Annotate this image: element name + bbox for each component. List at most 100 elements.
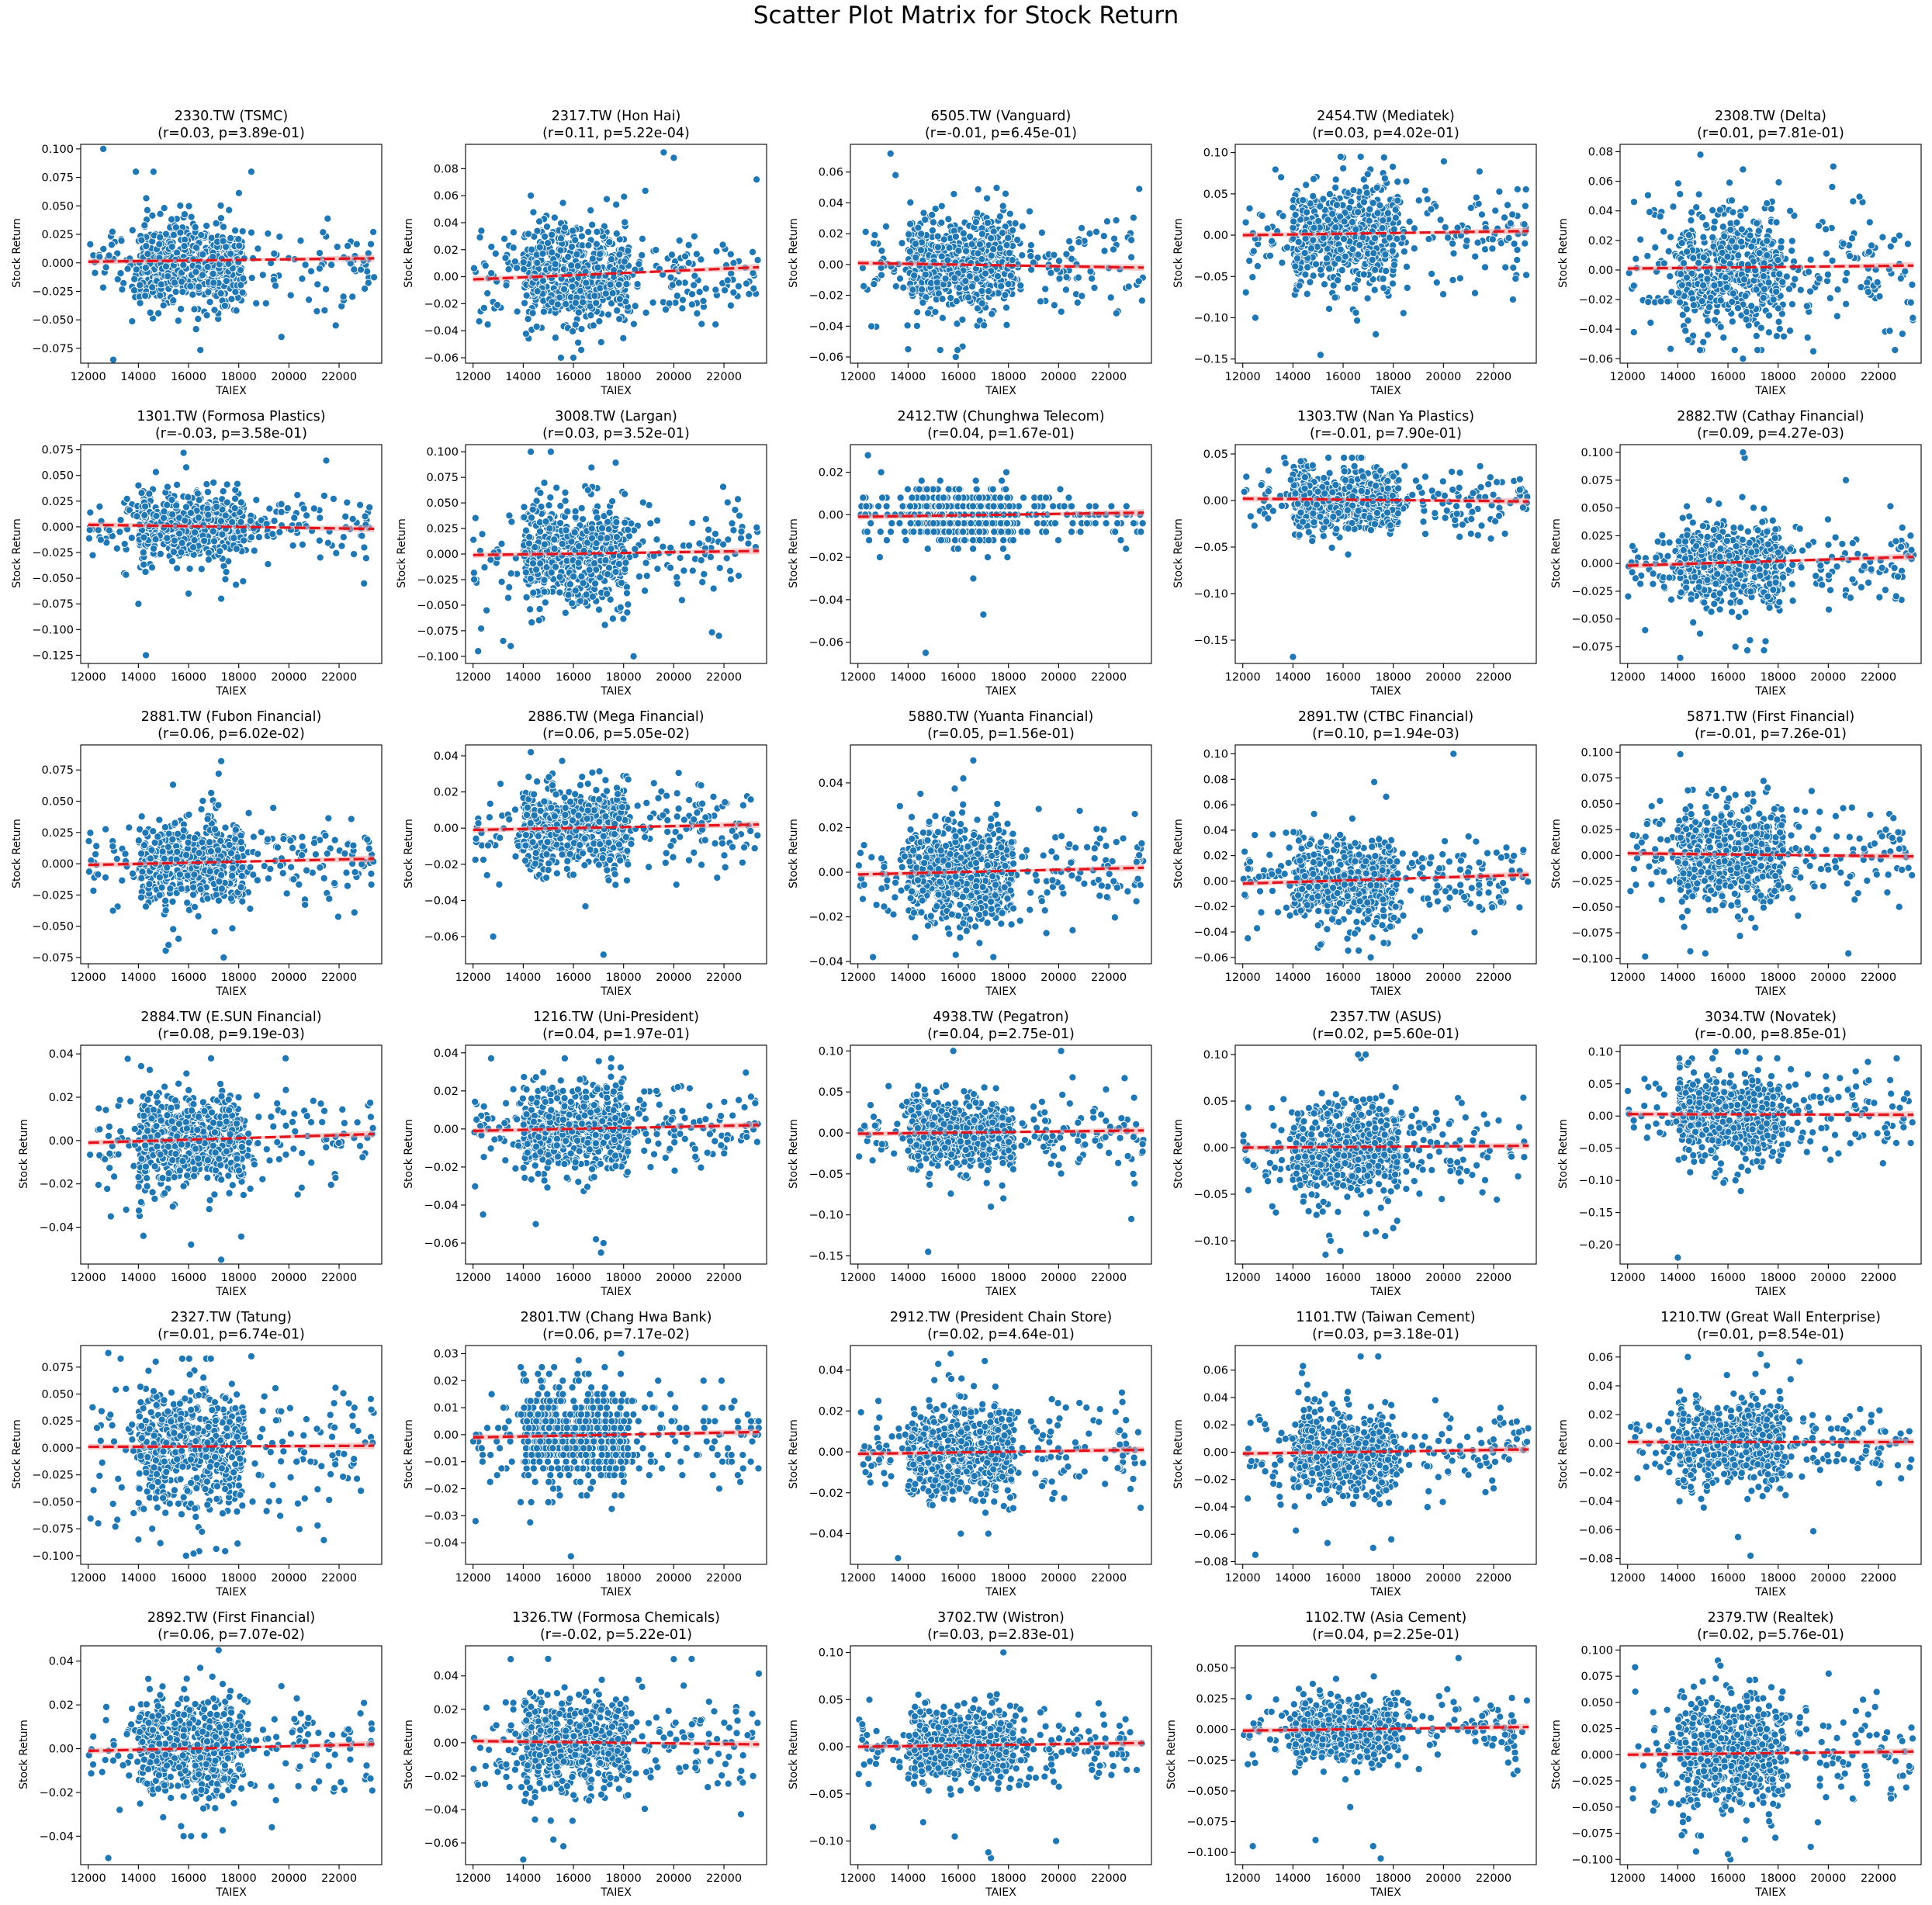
data-point [576, 225, 585, 234]
data-point [1351, 233, 1360, 241]
data-point [1366, 220, 1375, 229]
data-point [293, 528, 302, 537]
data-point [310, 504, 318, 513]
data-point [1268, 240, 1276, 249]
data-point [731, 549, 739, 558]
data-point [926, 305, 935, 313]
data-point [204, 514, 213, 523]
data-point [1755, 249, 1764, 258]
data-point [1722, 263, 1731, 272]
data-point [1321, 225, 1329, 234]
data-point [198, 278, 206, 286]
data-point [151, 533, 159, 542]
data-point [1345, 250, 1354, 258]
data-point [1104, 264, 1113, 272]
data-point [172, 275, 181, 283]
data-point [213, 522, 222, 531]
data-point [231, 532, 240, 540]
data-point [1701, 251, 1709, 259]
data-point [528, 541, 537, 550]
data-point [1705, 289, 1714, 297]
data-point [137, 501, 145, 510]
data-point [1306, 278, 1314, 286]
data-point [959, 266, 968, 275]
data-point [1341, 252, 1349, 261]
data-point [1277, 173, 1286, 182]
data-point [620, 192, 628, 201]
x-tick-label: 12000 [455, 371, 491, 383]
data-point [549, 557, 558, 566]
data-point [989, 269, 998, 278]
data-point [319, 228, 327, 237]
data-point [544, 300, 552, 309]
data-point [182, 463, 191, 472]
data-point [989, 227, 998, 236]
data-point [596, 253, 604, 262]
data-point [1698, 277, 1706, 286]
data-point [1449, 239, 1457, 248]
data-point [922, 216, 930, 224]
data-point [493, 300, 502, 310]
data-point [972, 275, 982, 283]
data-point [212, 292, 220, 300]
data-point [90, 258, 99, 266]
data-point [642, 308, 650, 317]
data-point [188, 283, 197, 292]
data-point [319, 259, 328, 268]
data-point [332, 549, 341, 557]
y-tick-label: 0.02 [1588, 235, 1613, 248]
data-point [931, 275, 940, 283]
data-point [621, 286, 629, 294]
data-point [553, 580, 562, 588]
data-point [612, 539, 621, 547]
data-point [972, 215, 981, 223]
data-point [548, 298, 556, 307]
data-point [149, 168, 158, 176]
data-point [1700, 293, 1709, 301]
data-point [185, 231, 194, 240]
data-point [594, 300, 603, 309]
data-point [552, 556, 560, 565]
data-point [183, 514, 192, 522]
data-point [1733, 243, 1741, 251]
data-point [216, 525, 224, 533]
data-point [1127, 253, 1136, 262]
data-point [145, 536, 154, 546]
data-point [146, 560, 154, 569]
data-point [554, 265, 563, 273]
data-point [1727, 247, 1736, 255]
data-point [1686, 243, 1695, 251]
data-point [187, 522, 196, 531]
data-point [560, 533, 569, 542]
data-point [919, 265, 928, 274]
data-point [959, 279, 968, 287]
data-point [1027, 265, 1036, 274]
data-point [547, 291, 556, 300]
data-point [1293, 255, 1302, 263]
data-point [203, 521, 212, 530]
data-point [1730, 288, 1740, 296]
data-point [151, 280, 159, 289]
data-point [230, 535, 238, 544]
data-point [573, 274, 582, 282]
data-point [1714, 320, 1723, 328]
data-point [165, 265, 174, 274]
data-point [590, 271, 598, 279]
data-point [142, 242, 151, 251]
data-point [959, 284, 968, 293]
data-point [957, 280, 965, 289]
data-point [1686, 268, 1695, 277]
data-point [1765, 250, 1774, 258]
data-point [223, 534, 231, 542]
data-point [604, 285, 613, 293]
data-point [206, 257, 215, 265]
data-point [363, 267, 372, 275]
data-point [1818, 218, 1826, 227]
x-tick-label: 20000 [1040, 371, 1076, 383]
data-point [974, 273, 982, 282]
data-point [195, 289, 203, 297]
data-point [670, 154, 678, 162]
data-point [985, 265, 993, 273]
data-point [210, 274, 219, 282]
data-point [211, 241, 220, 250]
